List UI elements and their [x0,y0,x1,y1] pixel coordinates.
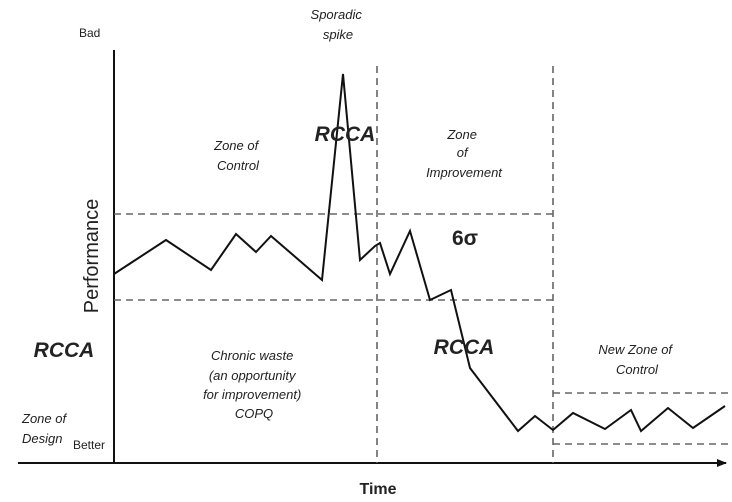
rcca-spike-label: RCCA [315,123,376,146]
zone-of-design-line-1: Zone of [21,411,67,426]
performance-line [113,73,726,433]
chronic-waste-line-4: COPQ [235,406,273,421]
new-zone-of-control-label: New Zone of Control [598,342,675,377]
zone-of-improvement-line-3: Improvement [426,165,503,180]
chronic-waste-label: Chronic waste (an opportunity for improv… [203,348,305,421]
rcca-left-label: RCCA [34,339,95,362]
zone-of-design-label: Zone of Design [21,411,70,446]
chronic-waste-line-1: Chronic waste [211,348,293,363]
zone-of-improvement-line-1: Zone [446,127,477,142]
sporadic-spike-label: Sporadic spike [311,7,366,42]
rcca-improvement-label: RCCA [434,336,495,359]
x-axis-title: Time [359,481,396,498]
chronic-waste-line-3: for improvement) [203,387,301,402]
chronic-waste-line-2: (an opportunity [209,368,297,383]
zone-of-control-line-1: Zone of [213,138,259,153]
new-zone-of-control-line-2: Control [616,362,659,377]
sporadic-spike-line-2: spike [323,27,353,42]
y-axis-top-label: Bad [79,26,100,40]
six-sigma-label: 6σ [452,227,478,250]
zone-of-control-line-2: Control [217,158,260,173]
y-axis-bottom-label: Better [73,438,105,452]
zone-of-improvement-label: Zone of Improvement [426,127,503,180]
sporadic-spike-line-1: Sporadic [311,7,363,22]
y-axis-title: Performance [81,199,103,314]
zone-of-improvement-line-2: of [457,145,469,160]
new-zone-of-control-line-1: New Zone of [598,342,673,357]
zone-of-design-line-2: Design [22,431,62,446]
zone-of-control-label: Zone of Control [213,138,262,173]
